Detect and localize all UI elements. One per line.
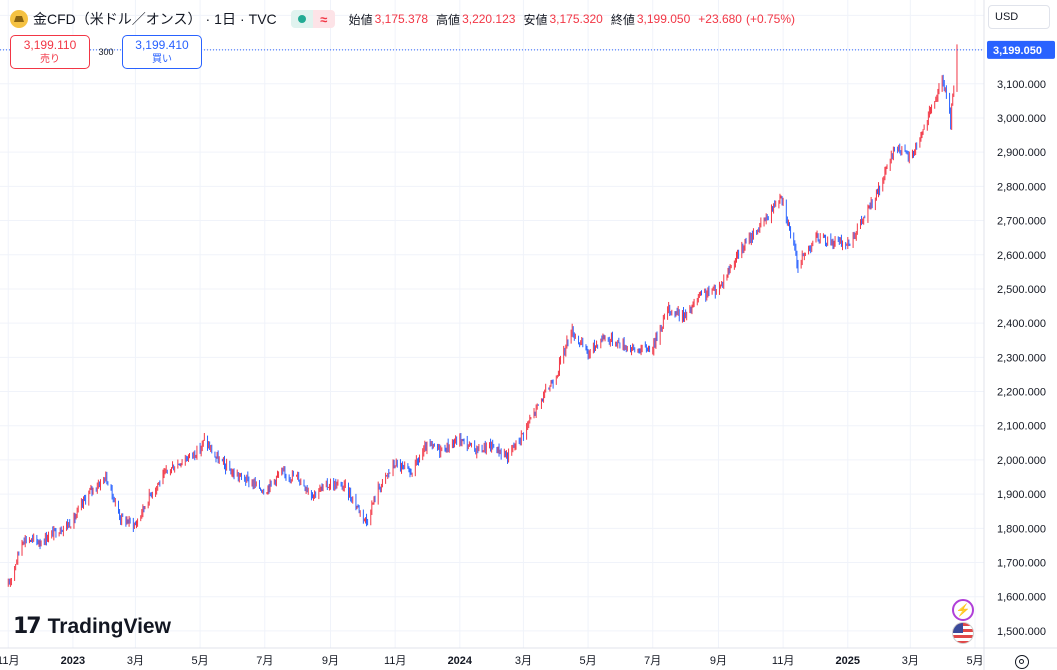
time-tick-label: 5月 xyxy=(192,655,209,667)
buy-price: 3,199.410 xyxy=(135,38,189,52)
price-tick-label: 2,900.000 xyxy=(997,147,1046,159)
time-tick-label: 2025 xyxy=(836,655,860,667)
sell-label: 売り xyxy=(40,54,60,65)
us-flag-icon[interactable] xyxy=(952,622,974,644)
market-open-icon xyxy=(290,10,313,28)
time-tick-label: 9月 xyxy=(322,655,339,667)
chart-grid xyxy=(0,0,984,648)
close-value: 3,199.050 xyxy=(636,12,691,26)
price-tick-label: 3,000.000 xyxy=(997,113,1046,125)
buy-button[interactable]: 3,199.410 買い xyxy=(122,35,202,69)
price-tick-label: 2,200.000 xyxy=(997,387,1046,399)
chart-overlay: 3,199.050 xyxy=(0,40,1055,59)
sell-button[interactable]: 3,199.110 売り xyxy=(10,35,90,69)
ohlc-legend: 始値 3,175.378 高値 3,220.123 安値 3,175.320 終… xyxy=(349,11,799,28)
interval-label[interactable]: 1日 xyxy=(214,11,236,27)
price-tick-label: 2,800.000 xyxy=(997,181,1046,193)
gold-coin-icon xyxy=(10,10,28,28)
time-tick-label: 11月 xyxy=(0,655,19,667)
currency-label: USD xyxy=(995,11,1019,23)
price-tick-label: 3,100.000 xyxy=(997,79,1046,91)
open-label: 始値 xyxy=(348,12,373,27)
price-tick-label: 1,800.000 xyxy=(997,523,1046,535)
symbol-header: 金CFD（米ドル／オンス） · 1日 · TVC ≈ 始値 3,175.378 … xyxy=(10,8,799,30)
last-price-tag xyxy=(987,40,1055,59)
symbol-title[interactable]: 金CFD（米ドル／オンス） xyxy=(33,11,202,27)
close-label: 終値 xyxy=(610,12,635,27)
interval-separator: · xyxy=(239,11,245,27)
price-tick-label: 1,500.000 xyxy=(997,626,1046,638)
time-tick-label: 2023 xyxy=(61,655,85,667)
price-tick-label: 2,100.000 xyxy=(997,421,1046,433)
time-tick-label: 2024 xyxy=(448,655,473,667)
time-tick-label: 5月 xyxy=(966,655,983,667)
spread-value: 300 xyxy=(98,47,114,57)
price-tick-label: 1,900.000 xyxy=(997,489,1046,501)
source-label: TVC xyxy=(248,11,277,27)
price-tick-label: 2,400.000 xyxy=(997,318,1046,330)
time-tick-label: 3月 xyxy=(127,655,144,667)
price-tick-label: 2,000.000 xyxy=(997,455,1046,467)
price-tick-label: 1,700.000 xyxy=(997,558,1046,570)
time-tick-label: 7月 xyxy=(256,655,273,667)
gear-icon[interactable] xyxy=(1015,655,1029,669)
title-separator: · xyxy=(205,11,211,27)
market-status[interactable]: ≈ xyxy=(290,10,335,28)
price-tick-label: 2,700.000 xyxy=(997,216,1046,228)
time-tick-label: 11月 xyxy=(384,655,406,667)
time-tick-label: 3月 xyxy=(902,655,919,667)
high-value: 3,220.123 xyxy=(462,12,516,26)
time-tick-label: 7月 xyxy=(644,655,661,667)
approx-data-icon: ≈ xyxy=(312,10,335,28)
low-value: 3,175.320 xyxy=(549,12,603,26)
lightning-icon[interactable]: ⚡ xyxy=(952,599,974,621)
currency-selector[interactable]: USD xyxy=(988,5,1050,29)
price-tick-label: 2,600.000 xyxy=(997,250,1046,262)
tradingview-wordmark: TradingView xyxy=(47,614,171,638)
tradingview-mark-icon: 17 xyxy=(13,614,42,639)
trade-panel: 3,199.110 売り 300 3,199.410 買い xyxy=(10,35,202,69)
change-percent: (+0.75%) xyxy=(745,12,796,26)
time-tick-label: 5月 xyxy=(580,655,597,667)
last-price-label: 3,199.050 xyxy=(993,45,1042,57)
time-tick-label: 11月 xyxy=(772,655,794,667)
sell-price: 3,199.110 xyxy=(23,38,77,52)
time-tick-label: 3月 xyxy=(515,655,532,667)
price-tick-label: 1,600.000 xyxy=(997,592,1046,604)
buy-label: 買い xyxy=(152,54,172,65)
change-value: +23.680 xyxy=(698,12,742,26)
price-tick-label: 2,300.000 xyxy=(997,352,1046,364)
time-tick-label: 9月 xyxy=(710,655,727,667)
high-label: 高値 xyxy=(436,12,461,27)
price-tick-label: 2,500.000 xyxy=(997,284,1046,296)
open-value: 3,175.378 xyxy=(374,12,429,26)
low-label: 安値 xyxy=(523,12,548,27)
candlestick-series xyxy=(7,44,958,587)
tradingview-logo[interactable]: 17 TradingView xyxy=(13,614,171,639)
